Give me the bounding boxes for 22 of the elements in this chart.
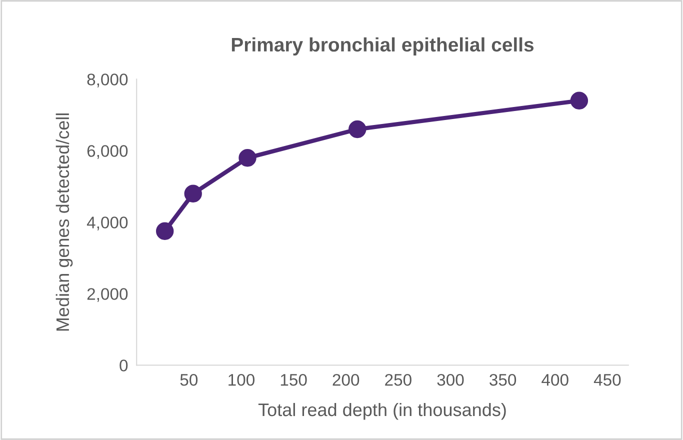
y-tick-label: 0 <box>120 360 128 372</box>
y-axis-title: Median genes detected/cell <box>56 113 73 331</box>
x-tick-label: 300 <box>437 374 464 386</box>
x-tick-label: 400 <box>542 374 568 386</box>
y-tick-label: 6,000 <box>87 145 128 159</box>
y-tick-label: 4,000 <box>86 216 128 230</box>
y-tick-label: 8,000 <box>87 74 128 88</box>
x-tick-label: 450 <box>594 374 621 386</box>
x-tick-label: 250 <box>385 374 412 386</box>
point <box>570 92 588 110</box>
point <box>348 120 366 138</box>
point <box>184 184 202 202</box>
x-tick-label: 350 <box>490 374 516 386</box>
point <box>238 148 256 167</box>
x-tick-label: 150 <box>280 374 307 386</box>
x-tick-label: 200 <box>332 374 360 386</box>
x-tick-label: 50 <box>180 374 198 386</box>
point <box>156 222 174 240</box>
x-tick-label: 100 <box>228 374 254 386</box>
x-axis-title: Total read depth (in thousands) <box>258 402 506 420</box>
y-tick-label: 2,000 <box>87 288 128 302</box>
chart-title: Primary bronchial epithelial cells <box>232 37 534 56</box>
